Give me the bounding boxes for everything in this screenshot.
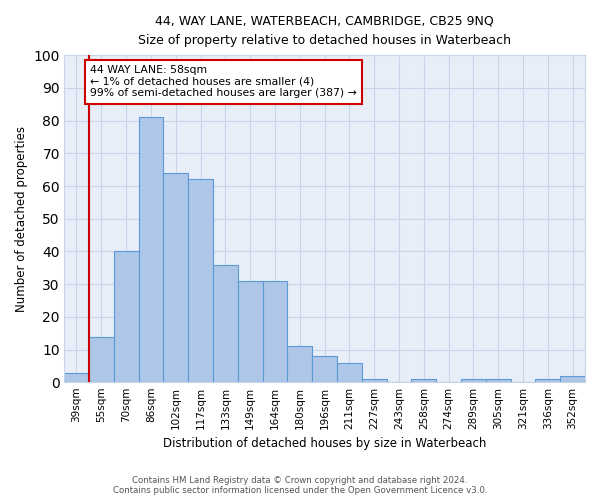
Bar — [337, 362, 362, 382]
Bar — [535, 379, 560, 382]
Bar — [188, 180, 213, 382]
Bar — [114, 252, 139, 382]
Bar — [213, 264, 238, 382]
Bar — [312, 356, 337, 382]
Text: 44 WAY LANE: 58sqm
← 1% of detached houses are smaller (4)
99% of semi-detached : 44 WAY LANE: 58sqm ← 1% of detached hous… — [90, 65, 357, 98]
Bar — [89, 336, 114, 382]
Bar — [263, 281, 287, 382]
Bar — [238, 281, 263, 382]
Y-axis label: Number of detached properties: Number of detached properties — [15, 126, 28, 312]
Text: Contains HM Land Registry data © Crown copyright and database right 2024.
Contai: Contains HM Land Registry data © Crown c… — [113, 476, 487, 495]
Bar — [412, 379, 436, 382]
Bar — [139, 118, 163, 382]
Bar — [560, 376, 585, 382]
Title: 44, WAY LANE, WATERBEACH, CAMBRIDGE, CB25 9NQ
Size of property relative to detac: 44, WAY LANE, WATERBEACH, CAMBRIDGE, CB2… — [138, 15, 511, 47]
Bar — [64, 372, 89, 382]
Bar — [163, 173, 188, 382]
Bar — [287, 346, 312, 382]
Bar — [461, 379, 486, 382]
Bar — [362, 379, 386, 382]
Bar — [486, 379, 511, 382]
X-axis label: Distribution of detached houses by size in Waterbeach: Distribution of detached houses by size … — [163, 437, 486, 450]
